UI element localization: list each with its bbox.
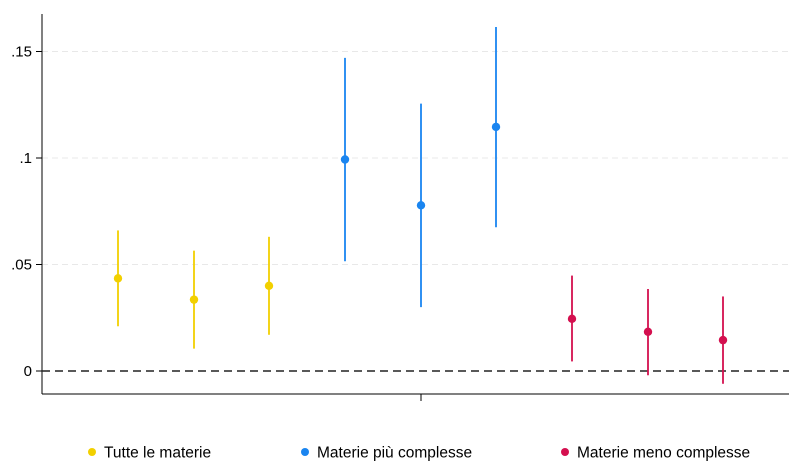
point-estimate (113, 274, 123, 283)
y-tick-label: .05 (11, 257, 32, 274)
y-tick-label: .15 (11, 44, 32, 61)
legend-marker (88, 448, 96, 456)
y-tick-label: .1 (19, 150, 32, 167)
point-estimate (189, 295, 199, 304)
point-estimate (340, 155, 350, 164)
legend-label: Materie meno complesse (577, 445, 750, 462)
y-tick-label: 0 (24, 363, 32, 380)
legend-label: Materie più complesse (317, 445, 472, 462)
legend-marker (561, 448, 569, 456)
point-estimate (264, 281, 274, 290)
point-estimate (643, 327, 653, 337)
point-estimate (491, 122, 501, 132)
point-estimate (718, 335, 728, 345)
legend-marker (301, 448, 309, 456)
point-estimate (567, 314, 577, 324)
point-estimate (416, 201, 426, 210)
legend-label: Tutte le materie (104, 445, 211, 462)
